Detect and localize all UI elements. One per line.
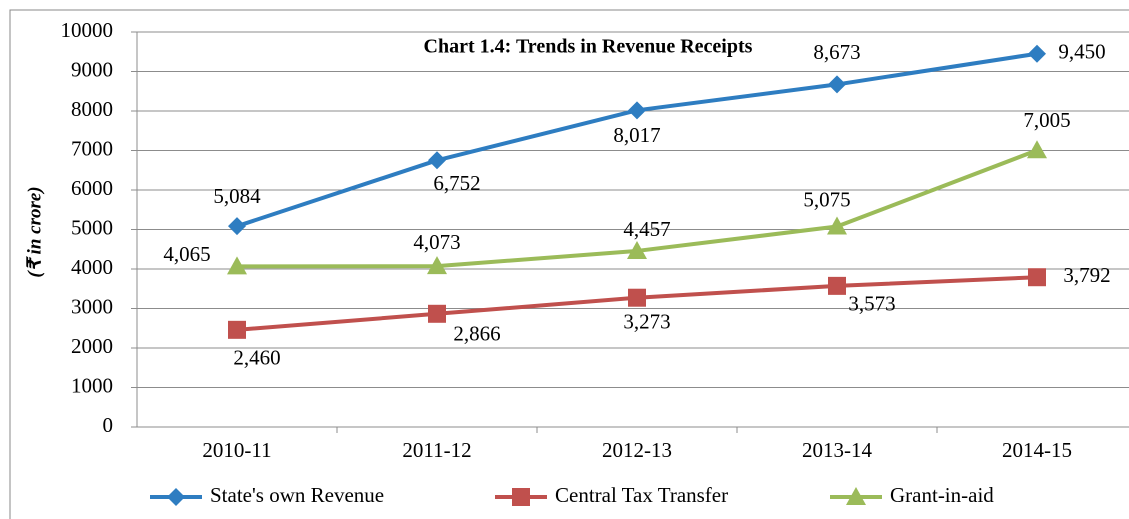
chart-border [9, 9, 1129, 519]
data-label: 5,075 [803, 187, 850, 211]
y-tick-label: 7000 [71, 136, 113, 160]
data-label: 7,005 [1023, 108, 1070, 132]
data-label: 2,866 [453, 322, 500, 346]
y-tick-label: 4000 [71, 255, 113, 279]
marker [827, 216, 847, 235]
marker [1027, 140, 1047, 159]
marker [428, 304, 446, 323]
marker [1028, 268, 1046, 287]
y-tick-label: 8000 [71, 97, 113, 121]
legend-label: State's own Revenue [210, 483, 384, 507]
data-label: 8,017 [613, 123, 660, 147]
x-tick-label: 2012-13 [602, 438, 672, 462]
marker [1028, 44, 1046, 63]
marker [628, 101, 646, 120]
y-axis-label: (₹ in crore) [24, 186, 45, 277]
y-tick-label: 0 [103, 413, 114, 437]
data-label: 3,573 [848, 292, 895, 316]
x-tick-label: 2013-14 [802, 438, 872, 462]
x-tick-label: 2010-11 [202, 438, 271, 462]
legend-label: Central Tax Transfer [555, 483, 728, 507]
data-label: 2,460 [233, 346, 280, 370]
marker [627, 240, 647, 259]
marker [846, 487, 866, 505]
data-label: 8,673 [813, 40, 860, 64]
x-tick-label: 2014-15 [1002, 438, 1072, 462]
data-label: 3,273 [623, 310, 670, 334]
data-label: 4,457 [623, 217, 670, 241]
y-tick-label: 10000 [61, 18, 114, 42]
marker [228, 217, 246, 236]
y-tick-label: 5000 [71, 215, 113, 239]
chart-title: Chart 1.4: Trends in Revenue Receipts [424, 36, 753, 58]
marker [428, 151, 446, 170]
data-label: 3,792 [1063, 263, 1110, 287]
marker [828, 75, 846, 94]
data-label: 6,752 [433, 171, 480, 195]
y-tick-label: 2000 [71, 334, 113, 358]
data-label: 9,450 [1058, 40, 1105, 64]
y-tick-label: 1000 [71, 373, 113, 397]
marker [167, 488, 185, 506]
data-label: 4,073 [413, 230, 460, 254]
y-tick-label: 3000 [71, 294, 113, 318]
y-tick-label: 6000 [71, 176, 113, 200]
legend-label: Grant-in-aid [890, 483, 994, 507]
marker [228, 320, 246, 339]
marker [628, 288, 646, 307]
data-label: 5,084 [213, 184, 261, 208]
y-tick-label: 9000 [71, 57, 113, 81]
marker [227, 256, 247, 275]
marker [427, 256, 447, 275]
data-label: 4,065 [163, 242, 210, 266]
marker [828, 276, 846, 295]
marker [512, 488, 530, 506]
x-tick-label: 2011-12 [402, 438, 471, 462]
